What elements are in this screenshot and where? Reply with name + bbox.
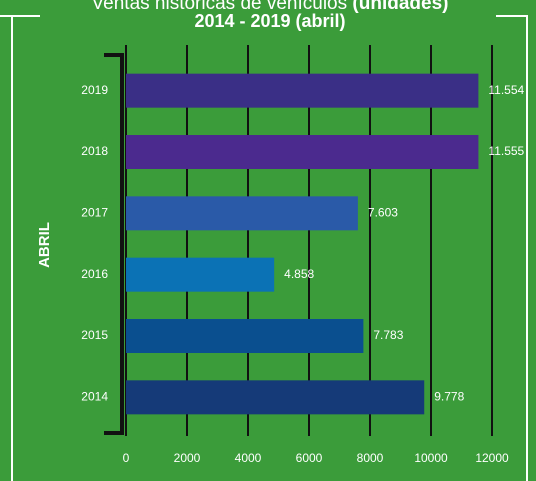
x-tick-label: 12000 xyxy=(475,451,509,465)
value-label: 11.554 xyxy=(488,83,524,97)
x-tick-label: 6000 xyxy=(296,451,323,465)
value-label: 7.783 xyxy=(373,328,403,342)
x-tick-label: 2000 xyxy=(174,451,201,465)
y-axis-label: ABRIL xyxy=(36,222,53,268)
frame xyxy=(0,15,528,481)
x-tick-label: 0 xyxy=(123,451,130,465)
value-label: 11.555 xyxy=(488,144,524,158)
bar xyxy=(126,319,364,353)
y-tick-label: 2016 xyxy=(81,267,108,281)
bar xyxy=(126,135,479,169)
chart-title: Ventas históricas de vehículos (unidades… xyxy=(92,0,449,14)
bar xyxy=(126,73,479,108)
bar xyxy=(126,196,358,231)
x-tick-label: 10000 xyxy=(414,451,448,465)
y-tick-label: 2015 xyxy=(81,328,108,342)
chart-subtitle: 2014 - 2019 (abril) xyxy=(194,11,345,31)
x-tick-label: 4000 xyxy=(235,451,262,465)
x-tick-label: 8000 xyxy=(357,451,384,465)
bracket xyxy=(104,53,124,435)
y-tick-label: 2018 xyxy=(81,144,108,158)
value-label: 9.778 xyxy=(434,390,464,404)
bar xyxy=(126,257,275,292)
y-tick-label: 2017 xyxy=(81,206,108,220)
bar xyxy=(126,380,425,415)
y-tick-label: 2019 xyxy=(81,83,108,97)
value-label: 7.603 xyxy=(368,206,398,220)
value-label: 4.858 xyxy=(284,267,314,281)
y-tick-label: 2014 xyxy=(81,390,108,404)
